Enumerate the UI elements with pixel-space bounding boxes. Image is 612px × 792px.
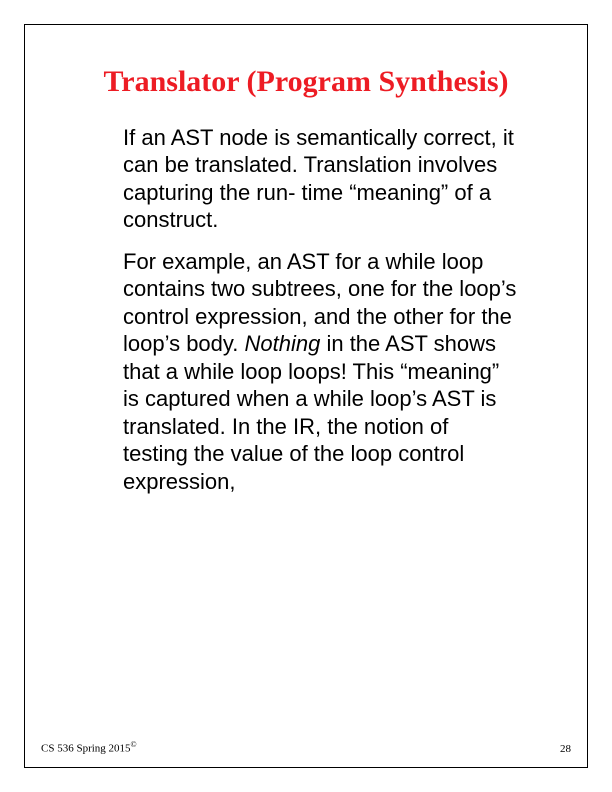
slide-frame: Translator (Program Synthesis) If an AST…: [24, 24, 588, 768]
paragraph-2-italic: Nothing: [245, 331, 321, 356]
footer-course: CS 536 Spring 2015©: [41, 740, 137, 755]
footer-course-text: CS 536 Spring 2015: [41, 743, 131, 755]
page-number: 28: [560, 743, 571, 755]
paragraph-2: For example, an AST for a while loop con…: [75, 248, 537, 496]
slide-title: Translator (Program Synthesis): [75, 65, 537, 100]
paragraph-1-text: If an AST node is semantically correct, …: [123, 125, 514, 233]
copyright-symbol: ©: [131, 740, 137, 749]
paragraph-1: If an AST node is semantically correct, …: [75, 124, 537, 234]
